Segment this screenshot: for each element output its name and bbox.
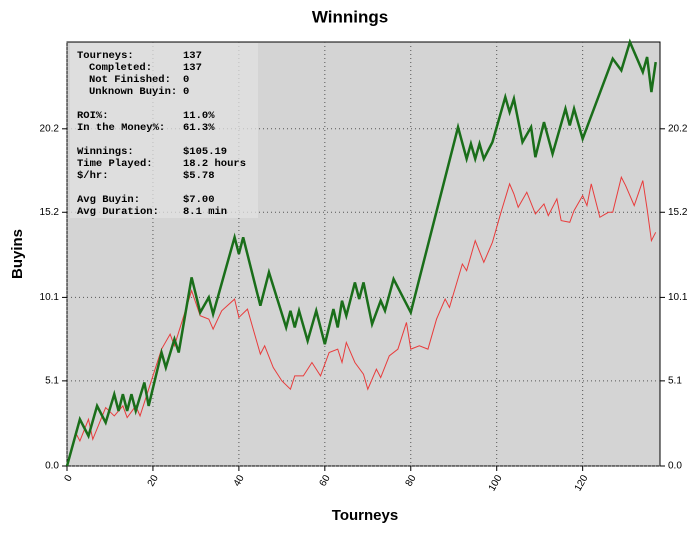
stats-panel <box>70 43 258 218</box>
stat-value: 8.1 min <box>183 206 227 218</box>
chart-title: Winnings <box>312 7 388 26</box>
y-tick-label: 0.0 <box>45 461 59 472</box>
stat-label: Winnings: <box>77 146 134 158</box>
y-tick-label: 5.1 <box>45 376 59 387</box>
stat-value: 61.3% <box>183 122 215 134</box>
y-tick-label: 15.2 <box>40 207 60 218</box>
stat-value: 0 <box>183 86 189 98</box>
y-tick-label: 10.1 <box>40 292 60 303</box>
stat-label: Unknown Buyin: <box>89 86 177 98</box>
stat-value: $7.00 <box>183 194 215 206</box>
x-tick-label: 120 <box>573 473 591 493</box>
stat-value: $105.19 <box>183 146 227 158</box>
stat-value: $5.78 <box>183 170 215 182</box>
x-axis-label: Tourneys <box>332 507 398 524</box>
stat-label: In the Money%: <box>77 122 165 134</box>
line-series <box>65 38 657 467</box>
line-series <box>66 175 657 467</box>
y2-tick-label: 15.2 <box>668 207 688 218</box>
y-tick-label: 20.2 <box>40 123 60 134</box>
stat-label: ROI%: <box>77 110 109 122</box>
stat-value: 18.2 hours <box>183 158 246 170</box>
y2-tick-label: 20.2 <box>668 123 688 134</box>
stat-value: 0 <box>183 74 189 86</box>
x-tick-label: 0 <box>63 473 76 484</box>
stat-value: 137 <box>183 50 202 62</box>
x-tick-label: 60 <box>318 473 333 489</box>
x-tick-label: 20 <box>146 473 161 489</box>
stat-label: Avg Buyin: <box>77 194 140 206</box>
x-tick-label: 100 <box>487 473 505 493</box>
stat-label: $/hr: <box>77 170 109 182</box>
stat-label: Time Played: <box>77 158 153 170</box>
stat-label: Completed: <box>89 62 152 74</box>
y2-tick-label: 0.0 <box>668 461 682 472</box>
y2-tick-label: 10.1 <box>668 292 688 303</box>
y-axis-label: Buyins <box>9 229 26 279</box>
y2-tick-label: 5.1 <box>668 376 682 387</box>
stat-value: 137 <box>183 62 202 74</box>
stat-label: Tourneys: <box>77 50 134 62</box>
stat-label: Avg Duration: <box>77 206 159 218</box>
x-tick-label: 40 <box>232 473 247 489</box>
stat-value: 11.0% <box>183 110 215 122</box>
stat-label: Not Finished: <box>89 74 171 86</box>
x-tick-label: 80 <box>404 473 419 489</box>
